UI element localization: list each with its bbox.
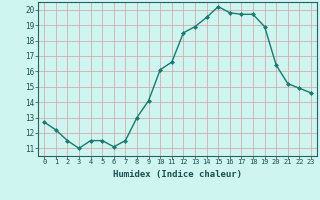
X-axis label: Humidex (Indice chaleur): Humidex (Indice chaleur) bbox=[113, 170, 242, 179]
